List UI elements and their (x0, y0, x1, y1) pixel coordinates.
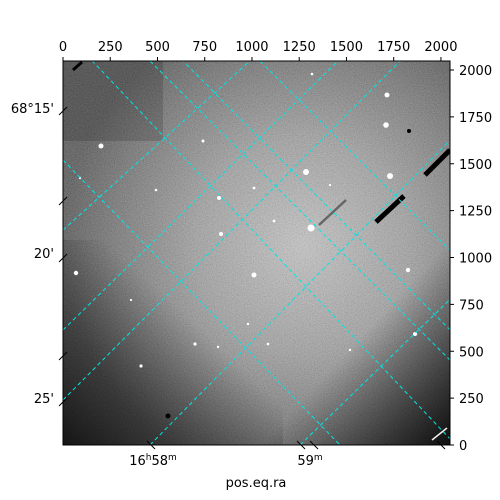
grid-line (63, 61, 339, 331)
ra-tick-label: 59m (297, 453, 322, 469)
right-pixel-tick-label: 1500 (459, 158, 492, 173)
ra-tick (436, 440, 446, 450)
satellite-trail (318, 199, 347, 226)
top-pixel-tick-label: 1500 (330, 40, 363, 55)
ra-tick (146, 440, 156, 450)
x-axis-title: pos.eq.ra (226, 476, 287, 491)
grid-line (149, 61, 450, 361)
dec-tick (58, 196, 68, 206)
top-pixel-tick-label: 750 (192, 40, 217, 55)
dec-tick (58, 351, 68, 361)
right-pixel-tick-label: 1750 (459, 111, 492, 126)
top-pixel-tick-label: 2000 (424, 40, 457, 55)
right-pixel-tick-label: 1000 (459, 252, 492, 267)
grid-line (63, 159, 341, 445)
top-pixel-tick-label: 500 (145, 40, 170, 55)
grid-line (63, 61, 401, 401)
dec-tick-label: 25' (34, 392, 54, 407)
streak-top-left (72, 61, 83, 72)
dec-tick (58, 397, 68, 407)
dark-spots (165, 129, 411, 419)
top-pixel-tick-label: 1000 (235, 40, 268, 55)
right-pixel-axis: 0 250 500 750 1000 1250 1500 1750 2000 (450, 64, 492, 454)
dec-tick (58, 253, 68, 263)
top-pixel-tick-label: 1750 (377, 40, 410, 55)
dec-tick-label: 20' (34, 247, 54, 262)
right-pixel-tick-label: 750 (459, 298, 484, 313)
ra-tick (296, 440, 306, 450)
ra-axis: 16h58m 59m (129, 440, 446, 469)
right-pixel-tick-label: 500 (459, 345, 484, 360)
right-pixel-tick-label: 0 (459, 439, 467, 454)
top-pixel-axis: 0 250 500 750 1000 1250 1500 1750 2000 (59, 40, 457, 61)
top-pixel-tick-label: 0 (59, 40, 67, 55)
grid-line (63, 61, 251, 231)
dec-tick-label: 68°15' (11, 102, 54, 117)
ra-tick (309, 440, 319, 450)
grid-line (149, 139, 450, 445)
streak-bottom-right (431, 427, 448, 441)
coordinate-grid (63, 61, 450, 445)
right-pixel-tick-label: 1250 (459, 205, 492, 220)
grid-line (182, 61, 450, 331)
plot-frame (62, 60, 451, 446)
grid-line (259, 61, 450, 251)
ra-tick-label: 16h58m (129, 453, 177, 469)
right-pixel-tick-label: 2000 (459, 64, 492, 79)
sky-image (63, 61, 450, 445)
dec-axis: 68°15' 20' 25' (11, 102, 68, 407)
dec-tick (58, 106, 68, 116)
grid-line (91, 61, 450, 440)
bleed-streak-upper-right (423, 148, 450, 177)
top-pixel-tick-label: 1250 (283, 40, 316, 55)
right-pixel-tick-label: 250 (459, 392, 484, 407)
top-pixel-tick-label: 250 (98, 40, 123, 55)
stars (73, 72, 417, 368)
grid-line (299, 298, 450, 445)
